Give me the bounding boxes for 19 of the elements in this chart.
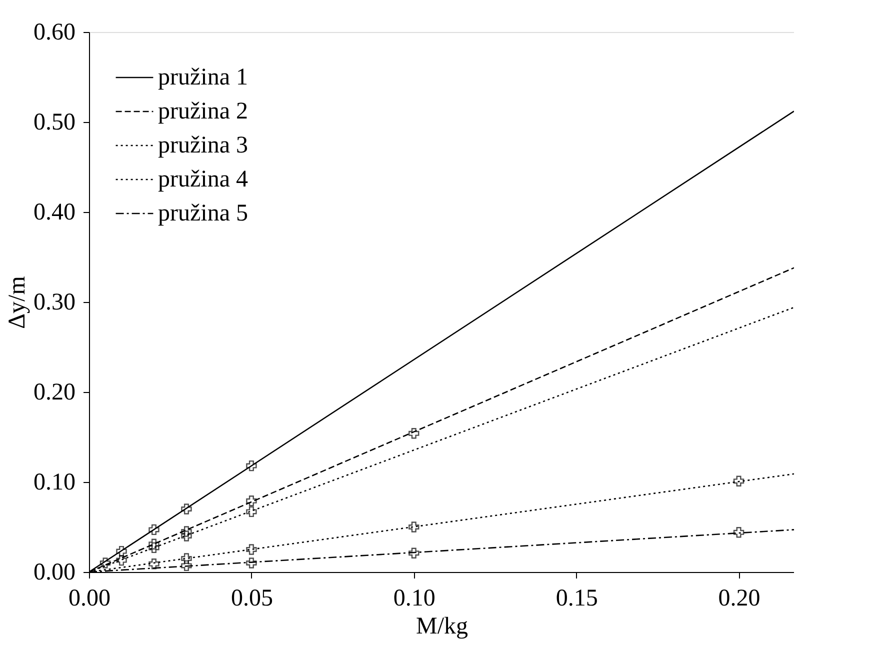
y-tick-label: 0.40 — [34, 200, 76, 226]
y-tick-label: 0.10 — [34, 470, 76, 496]
x-tick-label: 0.20 — [718, 586, 760, 612]
x-tick-label: 0.00 — [68, 586, 110, 612]
x-tick-label: 0.15 — [556, 586, 598, 612]
x-tick-label: 0.10 — [393, 586, 436, 612]
legend-label: pružina 5 — [158, 200, 248, 226]
legend-label: pružina 2 — [158, 98, 248, 124]
y-axis-title: Δy/m — [4, 276, 30, 329]
y-tick-label: 0.60 — [34, 20, 76, 46]
legend-label: pružina 1 — [158, 64, 248, 90]
y-tick-label: 0.50 — [34, 110, 76, 136]
legend-label: pružina 4 — [158, 166, 248, 192]
y-tick-label: 0.20 — [34, 380, 76, 406]
legend-label: pružina 3 — [158, 132, 248, 158]
y-tick-label: 0.30 — [34, 290, 76, 316]
y-tick-label: 0.00 — [34, 560, 76, 586]
x-axis-title: M/kg — [416, 614, 468, 640]
x-tick-label: 0.05 — [230, 586, 273, 612]
